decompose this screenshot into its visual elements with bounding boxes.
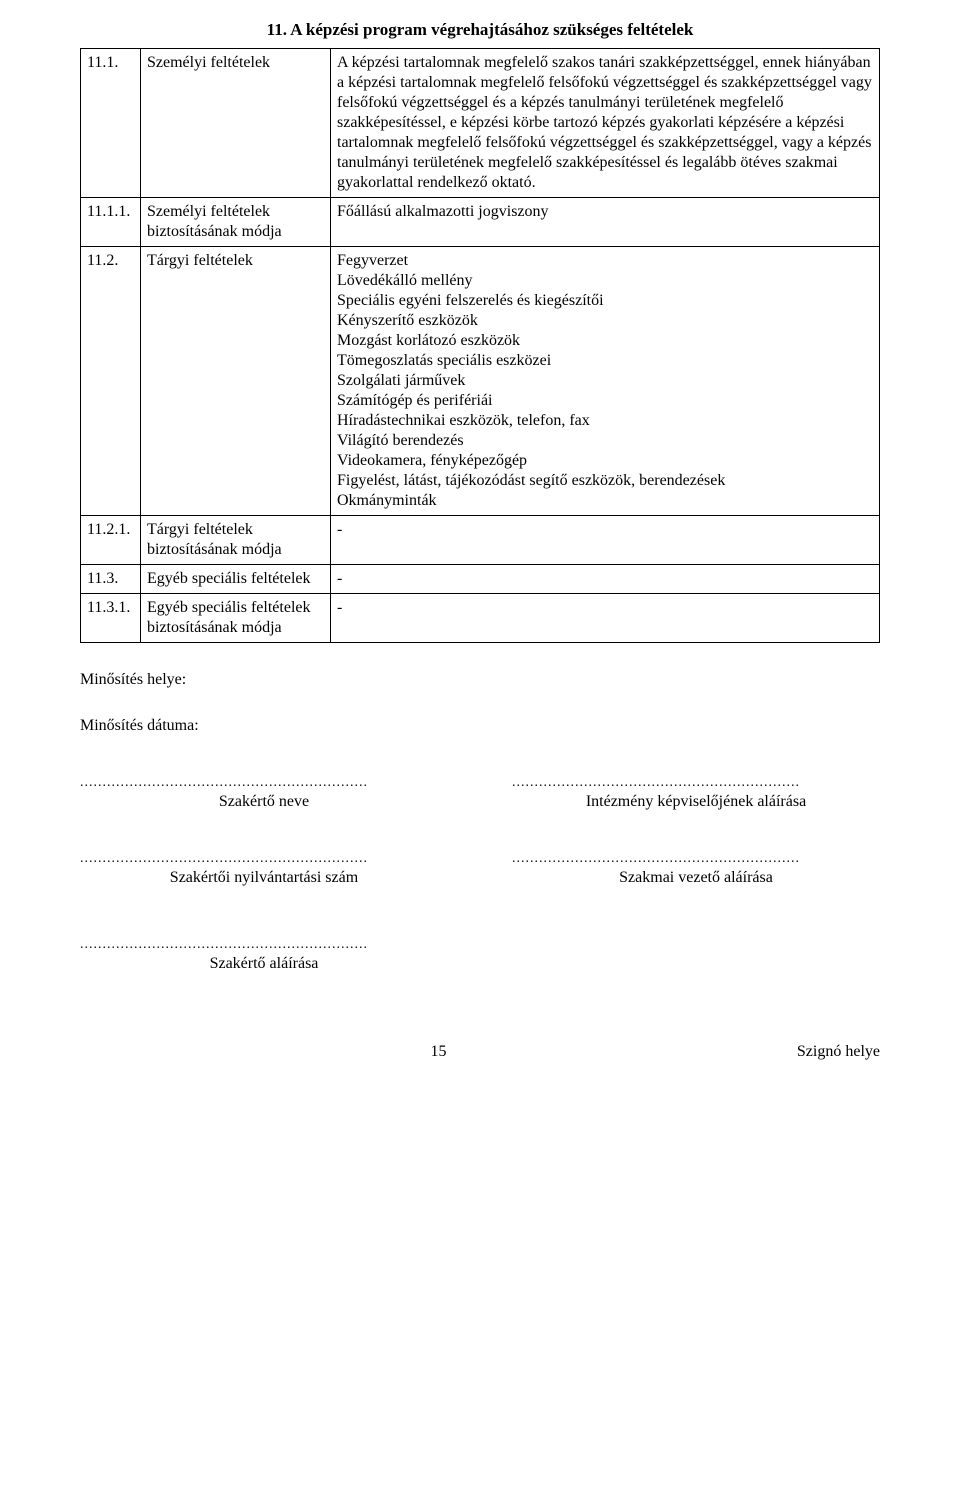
signature-line: ........................................…: [512, 775, 880, 791]
list-item: Szolgálati járművek: [337, 371, 873, 391]
table-row: 11.2. Tárgyi feltételek Fegyverzet Löved…: [81, 247, 880, 516]
row-content: -: [331, 594, 880, 643]
signature-row-2: ........................................…: [80, 851, 880, 887]
signature-block: ........................................…: [80, 851, 448, 887]
row-num: 11.3.1.: [81, 594, 141, 643]
list-item: Számítógép és perifériái: [337, 391, 873, 411]
page-footer: 15 Szignó helye: [80, 1043, 880, 1061]
row-label: Tárgyi feltételek biztosításának módja: [141, 516, 331, 565]
row-num: 11.2.: [81, 247, 141, 516]
table-row: 11.2.1. Tárgyi feltételek biztosításának…: [81, 516, 880, 565]
signature-block: ........................................…: [80, 937, 448, 973]
signature-row-1: ........................................…: [80, 775, 880, 811]
minosites-datuma-label: Minősítés dátuma:: [80, 717, 880, 735]
row-label: Tárgyi feltételek: [141, 247, 331, 516]
list-item: Videokamera, fényképezőgép: [337, 451, 873, 471]
list-item: Speciális egyéni felszerelés és kiegészí…: [337, 291, 873, 311]
section-title: 11. A képzési program végrehajtásához sz…: [80, 20, 880, 40]
table-row: 11.1.1. Személyi feltételek biztosításán…: [81, 198, 880, 247]
list-item: Mozgást korlátozó eszközök: [337, 331, 873, 351]
list-item: Tömegoszlatás speciális eszközei: [337, 351, 873, 371]
minosites-helye-label: Minősítés helye:: [80, 671, 880, 689]
list-item: Kényszerítő eszközök: [337, 311, 873, 331]
signature-block: ........................................…: [80, 775, 448, 811]
list-item: Híradástechnikai eszközök, telefon, fax: [337, 411, 873, 431]
row-num: 11.1.1.: [81, 198, 141, 247]
signature-caption: Szakértő aláírása: [80, 955, 448, 973]
signature-block: ........................................…: [512, 851, 880, 887]
row-content: Főállású alkalmazotti jogviszony: [331, 198, 880, 247]
row-label: Személyi feltételek biztosításának módja: [141, 198, 331, 247]
signature-caption: Szakmai vezető aláírása: [512, 869, 880, 887]
table-row: 11.3. Egyéb speciális feltételek -: [81, 565, 880, 594]
row-label: Személyi feltételek: [141, 49, 331, 198]
signature-caption: Szakértő neve: [80, 793, 448, 811]
list-item: Világító berendezés: [337, 431, 873, 451]
signature-caption: Szakértői nyilvántartási szám: [80, 869, 448, 887]
row-label: Egyéb speciális feltételek biztosításána…: [141, 594, 331, 643]
list-item: Okmányminták: [337, 491, 873, 511]
signature-caption: Intézmény képviselőjének aláírása: [512, 793, 880, 811]
list-item: Lövedékálló mellény: [337, 271, 873, 291]
page-number: 15: [80, 1043, 797, 1061]
requirements-table: 11.1. Személyi feltételek A képzési tart…: [80, 48, 880, 643]
list-item: Fegyverzet: [337, 251, 873, 271]
row-num: 11.1.: [81, 49, 141, 198]
row-content-list: Fegyverzet Lövedékálló mellény Speciális…: [331, 247, 880, 516]
signature-line: ........................................…: [80, 937, 448, 953]
row-content: -: [331, 565, 880, 594]
footer-right: Szignó helye: [797, 1043, 880, 1061]
row-num: 11.2.1.: [81, 516, 141, 565]
signature-line: ........................................…: [80, 851, 448, 867]
signature-line: ........................................…: [512, 851, 880, 867]
list-item: Figyelést, látást, tájékozódást segítő e…: [337, 471, 873, 491]
row-content: A képzési tartalomnak megfelelő szakos t…: [331, 49, 880, 198]
table-row: 11.1. Személyi feltételek A képzési tart…: [81, 49, 880, 198]
row-label: Egyéb speciális feltételek: [141, 565, 331, 594]
table-row: 11.3.1. Egyéb speciális feltételek bizto…: [81, 594, 880, 643]
row-num: 11.3.: [81, 565, 141, 594]
signature-block: ........................................…: [512, 775, 880, 811]
signature-line: ........................................…: [80, 775, 448, 791]
row-content: -: [331, 516, 880, 565]
